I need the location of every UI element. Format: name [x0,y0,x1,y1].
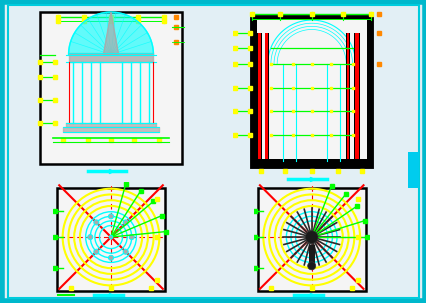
Bar [251,17,371,166]
Polygon shape [69,12,153,55]
Circle shape [88,235,92,240]
Bar [353,33,359,161]
Circle shape [305,231,317,243]
Bar [256,20,366,161]
Circle shape [109,235,112,239]
Polygon shape [66,123,156,127]
Polygon shape [69,53,153,62]
Bar [256,33,262,161]
Bar [257,33,261,161]
Bar [256,159,366,166]
Circle shape [94,220,99,225]
Circle shape [108,214,113,219]
Polygon shape [103,12,118,55]
Bar [354,33,358,161]
Circle shape [94,249,99,254]
Bar [407,152,418,188]
Bar [345,33,349,161]
Circle shape [307,262,315,270]
Bar [264,33,268,161]
Circle shape [108,255,113,260]
Circle shape [123,249,128,254]
Bar [346,33,348,161]
Polygon shape [62,127,159,132]
Bar [265,33,267,161]
Circle shape [129,235,134,240]
Bar [308,245,314,266]
Circle shape [123,220,128,225]
